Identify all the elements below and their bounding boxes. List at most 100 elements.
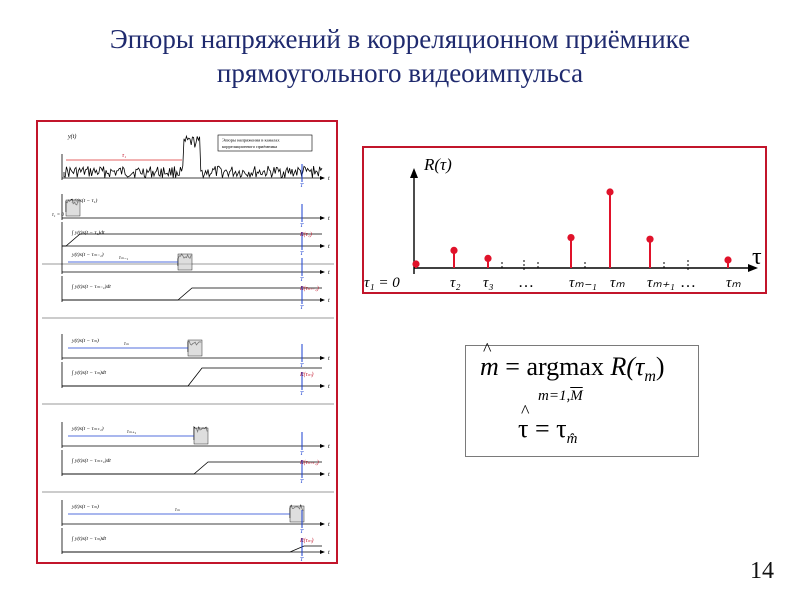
- product-label: y(t)s(t − τₘ₊₁): [71, 425, 104, 432]
- integral-label: ∫ y(t)s(t − τₘ₊₁)dt: [71, 457, 111, 464]
- product-label: y(t)s(t − τₘ₋₁): [71, 251, 104, 258]
- tick-label: τₘ: [726, 275, 741, 291]
- product-axis-arrow: [320, 522, 325, 526]
- integral-axis-arrow: [320, 384, 325, 388]
- result-label: R(τ₁): [299, 231, 312, 238]
- tau-label: τₘ₊₁: [127, 430, 137, 435]
- T-label: T: [300, 363, 304, 369]
- product-label: y(t)s(t − τₘ): [71, 337, 99, 344]
- product-axis-arrow: [320, 216, 325, 220]
- T-label: T: [300, 479, 304, 485]
- t-label: t: [328, 384, 330, 390]
- tick-label-ellipsis: …: [680, 274, 696, 291]
- y-axis-arrow: [410, 168, 418, 178]
- integral-label: ∫ y(t)s(t − τₘ)dt: [71, 369, 106, 376]
- stem-point: [724, 256, 732, 264]
- voltage-diagram-svg: y(t) t τ₁ Эпюры напряжения в каналахкорреля…: [42, 133, 334, 563]
- result-label: R(τₘ₊₁): [299, 459, 319, 466]
- reference-pulse: [65, 199, 81, 217]
- stem-point: [412, 260, 420, 268]
- stem-plot-svg: R(τ) τ τ₁ = 0 τ₂ τ₃ … τₘ₋₁ τₘ τₘ₊₁ … τₘ: [364, 155, 762, 291]
- T-label: T: [300, 277, 304, 283]
- t-label: t: [328, 472, 330, 478]
- tick-label: τ₁ = 0: [364, 275, 400, 291]
- legend-line1: Эпюры напряжения в каналах: [222, 138, 280, 143]
- top-tau-label: τ₁: [122, 153, 126, 159]
- integral-axis-arrow: [320, 298, 325, 302]
- formula-argmax-line: m = argmax R(τm): [480, 339, 665, 386]
- correlation-receiver-diagram: y(t) t τ₁ Эпюры напряжения в каналах корреля…: [36, 120, 338, 564]
- tick-label: τ₃: [483, 275, 494, 291]
- t-label: t: [328, 550, 330, 556]
- formula-argmax: argmax: [526, 352, 604, 381]
- product-axis-arrow: [320, 444, 325, 448]
- x-axis-arrow: [748, 264, 758, 272]
- stem-point: [567, 234, 575, 242]
- T-label: T: [300, 391, 304, 397]
- t-label: t: [328, 522, 330, 528]
- reference-pulse: [187, 339, 203, 357]
- integral-curve: [62, 287, 322, 301]
- integral-curve: [62, 461, 322, 475]
- t-label: t: [328, 444, 330, 450]
- T-label: T: [300, 305, 304, 311]
- T-label: T: [300, 251, 304, 257]
- slide-title-line2: прямоугольного видеоимпульса: [216, 58, 584, 88]
- t-label: t: [328, 270, 330, 276]
- formula-range-start: m=1,: [538, 388, 571, 404]
- integral-axis-arrow: [320, 244, 325, 248]
- decision-rule-formula: m = argmax R(τm) m=1,M τ = τm̂: [465, 339, 699, 457]
- result-label: R(τₘ): [299, 537, 314, 544]
- formula-R: R(τ: [610, 352, 645, 381]
- t-label: t: [328, 356, 330, 362]
- T-label: T: [300, 183, 304, 189]
- T-label: T: [300, 557, 304, 563]
- integral-curve: [62, 545, 322, 553]
- slide-title: Эпюры напряжений в корреляционном приёмн…: [0, 22, 800, 90]
- formula-R-close: ): [655, 352, 665, 381]
- t-label: t: [328, 216, 330, 222]
- integral-curve: [62, 367, 322, 387]
- T-label: T: [300, 529, 304, 535]
- product-axis-arrow: [320, 270, 325, 274]
- tau-label: τₘ₋₁: [119, 256, 129, 261]
- legend-box: [217, 134, 313, 152]
- t-label: t: [328, 244, 330, 250]
- integral-label: ∫ y(t)s(t − τ₁)dt: [71, 229, 105, 236]
- formula-tau-rhs-sub: m̂: [566, 431, 578, 448]
- top-axis-arrow: [320, 176, 325, 180]
- t-label: t: [328, 298, 330, 304]
- tick-label: τₘ₋₁: [569, 275, 597, 291]
- tau-label: τ₁ = 0: [52, 213, 64, 218]
- product-label: y(t)s(t − τₘ): [71, 503, 99, 510]
- reference-pulse: [177, 253, 193, 271]
- result-label: R(τₘ): [299, 371, 314, 378]
- received-signal: [63, 134, 323, 179]
- formula-R-sub: m: [644, 368, 656, 386]
- stem-point: [606, 188, 614, 196]
- tick-label: τₘ: [610, 275, 625, 291]
- correlation-stem-plot: R(τ) τ τ₁ = 0 τ₂ τ₃ … τₘ₋₁ τₘ τₘ₊₁ … τₘ: [362, 146, 767, 294]
- T-label: T: [300, 451, 304, 457]
- formula-tau-line: τ = τm̂: [518, 401, 578, 448]
- T-label: T: [300, 223, 304, 229]
- top-signal-label: y(t): [67, 133, 76, 140]
- product-label: y(t)s(t − τ₁): [71, 197, 97, 204]
- stem-point: [450, 246, 458, 254]
- slide-title-line1: Эпюры напряжений в корреляционном приёмн…: [109, 24, 691, 54]
- formula-argmax-range: m=1,M: [538, 388, 583, 405]
- tau-label: τₘ: [124, 342, 130, 347]
- y-axis-label: R(τ): [423, 155, 452, 174]
- formula-equals-2: =: [534, 414, 550, 443]
- integral-axis-arrow: [320, 550, 325, 554]
- result-label: R(τₘ₋₁): [299, 285, 319, 292]
- integral-axis-arrow: [320, 472, 325, 476]
- legend-line2: корреляционного приёмника: [222, 144, 277, 149]
- tick-label: τₘ₊₁: [647, 275, 675, 291]
- tau-label: τₘ: [175, 508, 181, 513]
- stem-point: [484, 254, 492, 262]
- t-label: t: [328, 176, 330, 182]
- integral-label: ∫ y(t)s(t − τₘ)dt: [71, 535, 106, 542]
- m-hat: m: [480, 339, 499, 382]
- reference-pulse: [193, 427, 209, 445]
